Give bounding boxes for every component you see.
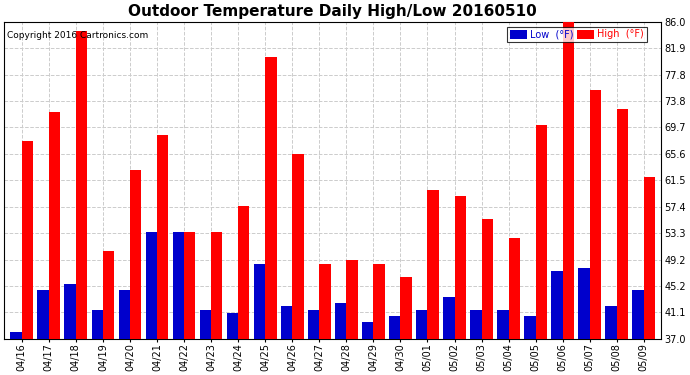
Bar	[92, 309, 103, 339]
Bar	[455, 196, 466, 339]
Title: Outdoor Temperature Daily High/Low 20160510: Outdoor Temperature Daily High/Low 20160…	[128, 4, 538, 19]
Bar	[497, 309, 509, 339]
Bar	[482, 219, 493, 339]
Bar	[535, 125, 547, 339]
Bar	[551, 271, 563, 339]
Bar	[76, 32, 87, 339]
Bar	[335, 303, 346, 339]
Bar	[373, 264, 385, 339]
Legend: Low  (°F), High  (°F): Low (°F), High (°F)	[507, 27, 647, 42]
Bar	[238, 206, 250, 339]
Text: Copyright 2016 Cartronics.com: Copyright 2016 Cartronics.com	[8, 31, 149, 40]
Bar	[199, 309, 211, 339]
Bar	[470, 309, 482, 339]
Bar	[346, 260, 357, 339]
Bar	[293, 154, 304, 339]
Bar	[227, 313, 238, 339]
Bar	[308, 309, 319, 339]
Bar	[254, 264, 265, 339]
Bar	[389, 316, 400, 339]
Bar	[644, 177, 655, 339]
Bar	[64, 284, 76, 339]
Bar	[617, 109, 628, 339]
Bar	[184, 232, 195, 339]
Bar	[524, 316, 535, 339]
Bar	[22, 141, 33, 339]
Bar	[10, 332, 22, 339]
Bar	[633, 290, 644, 339]
Bar	[563, 22, 574, 339]
Bar	[103, 251, 115, 339]
Bar	[416, 309, 428, 339]
Bar	[37, 290, 49, 339]
Bar	[590, 90, 601, 339]
Bar	[319, 264, 331, 339]
Bar	[172, 232, 184, 339]
Bar	[281, 306, 293, 339]
Bar	[146, 232, 157, 339]
Bar	[49, 112, 60, 339]
Bar	[509, 238, 520, 339]
Bar	[265, 57, 277, 339]
Bar	[578, 267, 590, 339]
Bar	[605, 306, 617, 339]
Bar	[428, 190, 439, 339]
Bar	[130, 171, 141, 339]
Bar	[400, 277, 412, 339]
Bar	[157, 135, 168, 339]
Bar	[119, 290, 130, 339]
Bar	[443, 297, 455, 339]
Bar	[211, 232, 222, 339]
Bar	[362, 322, 373, 339]
